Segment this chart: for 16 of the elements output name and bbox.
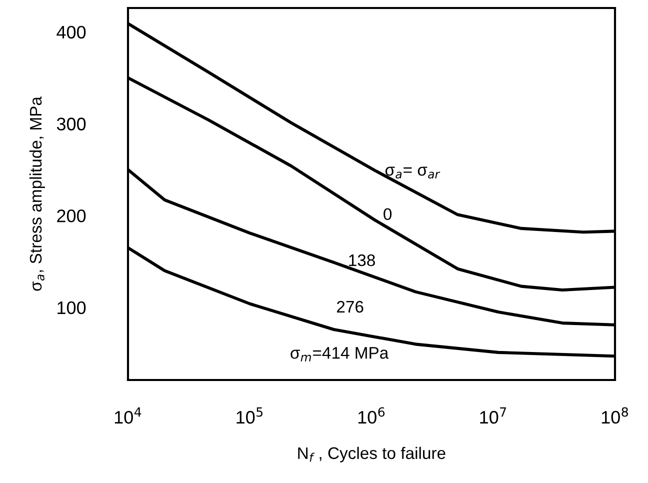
y-tick-label: 200 <box>57 210 86 222</box>
x-tick-label: 10$^{4}$ <box>114 407 142 424</box>
x-tick-label: 10$^{5}$ <box>236 407 262 424</box>
annotation: 276 <box>337 300 364 313</box>
annotation: σ$_{m}$=414 MPa <box>290 347 389 362</box>
x-tick-label: 10$^{7}$ <box>480 407 506 424</box>
y-axis-title: σ$_{a}$, Stress amplitude, MPa <box>29 96 45 291</box>
annotation: 0 <box>384 208 392 220</box>
annotation: σ$_{a}$= σ$_{ar}$ <box>385 166 440 178</box>
y-tick-label: 100 <box>58 301 86 314</box>
x-tick-label: 10$^{6}$ <box>358 407 385 424</box>
y-tick-label: 400 <box>56 26 86 39</box>
annotation: 138 <box>349 254 375 266</box>
y-tick-label: 300 <box>56 118 86 130</box>
x-axis-title: N$_{f}$ , Cycles to failure <box>298 446 446 462</box>
x-tick-label: 10$^{8}$ <box>602 407 628 424</box>
